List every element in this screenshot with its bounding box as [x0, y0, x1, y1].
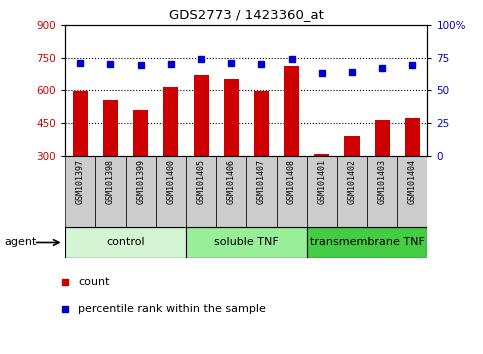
- Bar: [103, 100, 118, 156]
- Text: GSM101405: GSM101405: [197, 159, 206, 204]
- Text: GSM101404: GSM101404: [408, 159, 417, 204]
- Text: GSM101406: GSM101406: [227, 159, 236, 204]
- Text: GSM101397: GSM101397: [76, 159, 85, 204]
- Bar: [96, 156, 126, 227]
- Text: GSM101400: GSM101400: [166, 159, 175, 204]
- Title: GDS2773 / 1423360_at: GDS2773 / 1423360_at: [169, 8, 324, 21]
- Bar: [276, 156, 307, 227]
- Text: GSM101408: GSM101408: [287, 159, 296, 204]
- Bar: [186, 156, 216, 227]
- Text: transmembrane TNF: transmembrane TNF: [310, 238, 425, 247]
- Bar: [375, 120, 390, 156]
- Text: GSM101407: GSM101407: [257, 159, 266, 204]
- Bar: [126, 156, 156, 227]
- Text: agent: agent: [5, 238, 37, 247]
- Bar: [73, 91, 88, 156]
- Bar: [216, 156, 246, 227]
- Bar: [337, 156, 367, 227]
- Bar: [314, 154, 329, 156]
- Text: GSM101403: GSM101403: [378, 159, 387, 204]
- Bar: [156, 156, 186, 227]
- Bar: [65, 156, 96, 227]
- Bar: [405, 118, 420, 156]
- Bar: [186, 227, 307, 258]
- Text: count: count: [78, 277, 109, 287]
- Text: GSM101398: GSM101398: [106, 159, 115, 204]
- Bar: [133, 110, 148, 156]
- Bar: [246, 156, 276, 227]
- Bar: [194, 75, 209, 156]
- Text: GSM101399: GSM101399: [136, 159, 145, 204]
- Text: soluble TNF: soluble TNF: [214, 238, 279, 247]
- Text: percentile rank within the sample: percentile rank within the sample: [78, 304, 266, 314]
- Bar: [307, 227, 427, 258]
- Bar: [65, 227, 186, 258]
- Bar: [307, 156, 337, 227]
- Bar: [344, 136, 359, 156]
- Bar: [397, 156, 427, 227]
- Text: GSM101402: GSM101402: [347, 159, 356, 204]
- Bar: [254, 91, 269, 156]
- Bar: [367, 156, 397, 227]
- Bar: [163, 87, 178, 156]
- Bar: [284, 66, 299, 156]
- Text: control: control: [106, 238, 145, 247]
- Bar: [224, 79, 239, 156]
- Text: GSM101401: GSM101401: [317, 159, 327, 204]
